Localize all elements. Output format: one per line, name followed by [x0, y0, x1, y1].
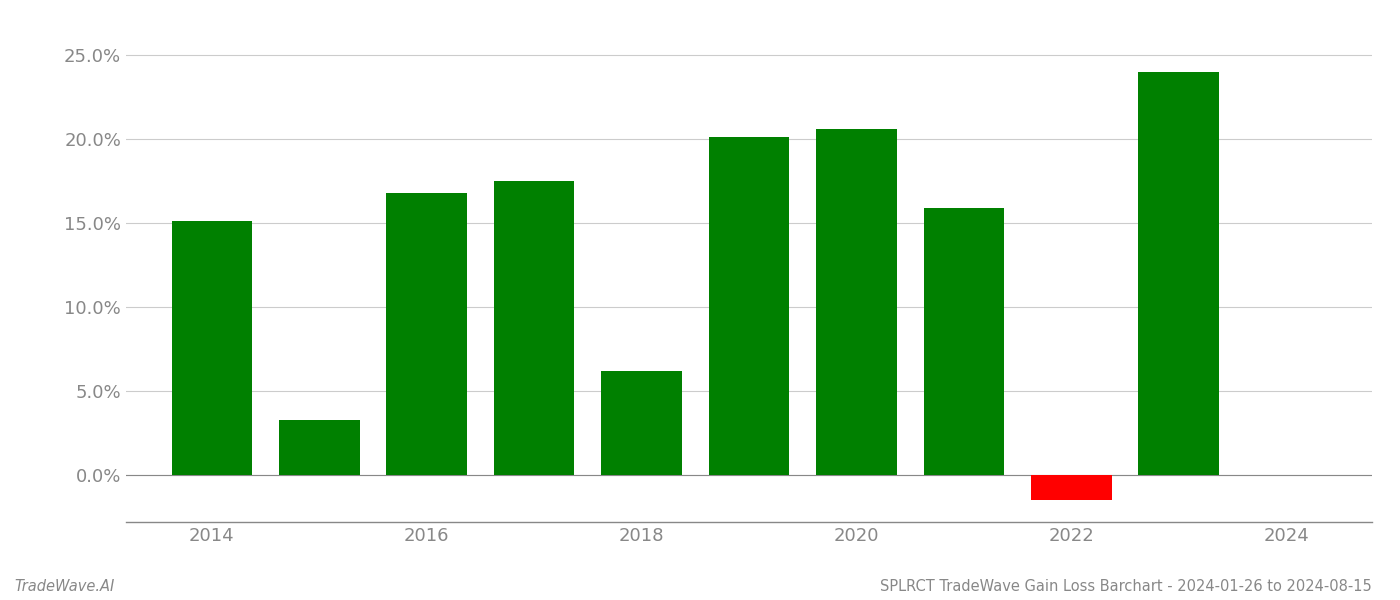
Bar [1138, 72, 1219, 475]
Text: SPLRCT TradeWave Gain Loss Barchart - 2024-01-26 to 2024-08-15: SPLRCT TradeWave Gain Loss Barchart - 20… [881, 579, 1372, 594]
Bar [386, 193, 468, 475]
Bar [816, 129, 896, 475]
Bar [279, 419, 360, 475]
Bar [602, 371, 682, 475]
Bar [172, 221, 252, 475]
Bar [1030, 475, 1112, 500]
Bar [924, 208, 1004, 475]
Bar [494, 181, 574, 475]
Bar [708, 137, 790, 475]
Text: TradeWave.AI: TradeWave.AI [14, 579, 115, 594]
